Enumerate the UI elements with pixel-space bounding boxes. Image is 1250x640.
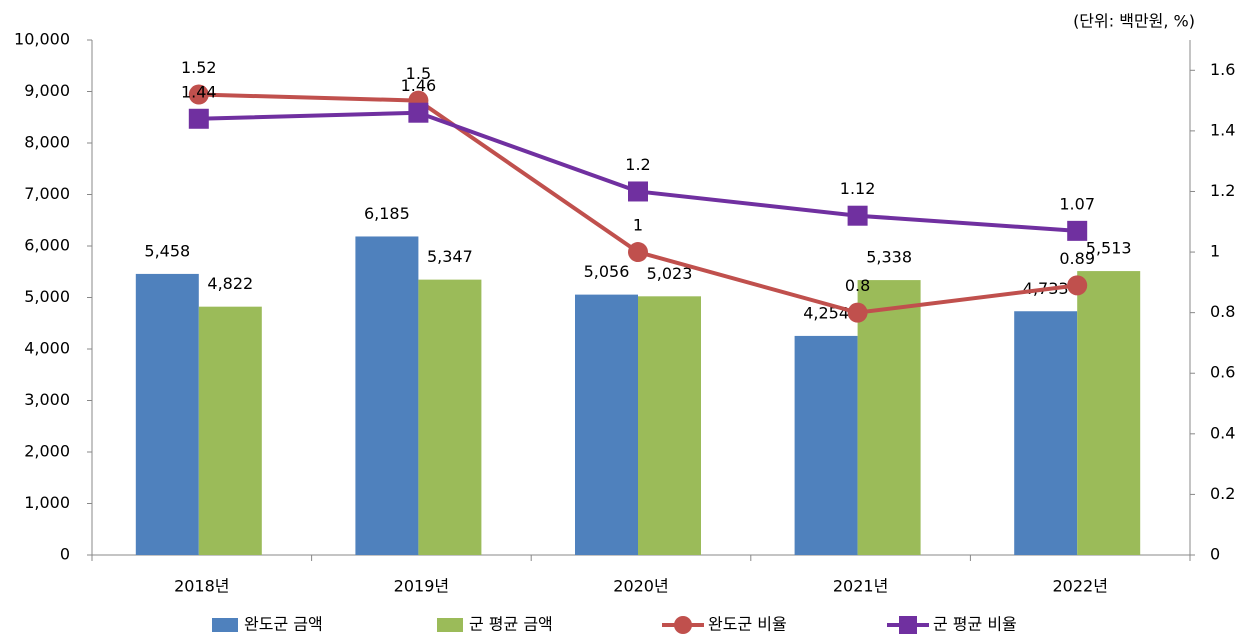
line-value-label: 1.5 xyxy=(406,64,431,83)
marker xyxy=(628,181,648,202)
line-value-label: 1.44 xyxy=(181,82,217,101)
x-tick-label: 2020년 xyxy=(613,577,668,596)
legend-swatch xyxy=(437,618,463,632)
marker xyxy=(188,108,209,129)
bar xyxy=(794,335,858,555)
legend-label: 완도군 비율 xyxy=(708,615,787,634)
legend-label: 완도군 금액 xyxy=(244,615,323,634)
y-tick-label: 5,000 xyxy=(24,287,70,306)
x-tick-label: 2021년 xyxy=(833,577,888,596)
legend-swatch xyxy=(212,618,238,632)
y2-tick-label: 0.2 xyxy=(1210,484,1235,503)
line-value-label: 1.07 xyxy=(1059,194,1095,213)
y-tick-label: 9,000 xyxy=(24,81,70,100)
line-value-label: 1.52 xyxy=(181,58,217,77)
y-tick-label: 3,000 xyxy=(24,390,70,409)
marker xyxy=(1067,275,1088,296)
legend-marker xyxy=(674,616,692,634)
bar-value-label: 5,513 xyxy=(1086,239,1132,258)
legend-label: 군 평균 비율 xyxy=(933,615,1017,634)
bar xyxy=(638,296,701,555)
line xyxy=(198,92,1078,315)
bar xyxy=(418,279,482,555)
y-tick-label: 1,000 xyxy=(24,493,70,512)
legend-marker xyxy=(899,616,917,634)
y2-tick-label: 0.4 xyxy=(1210,423,1235,442)
marker xyxy=(1067,220,1088,241)
line-value-label: 1.46 xyxy=(401,76,437,95)
marker xyxy=(408,102,429,123)
y-tick-label: 4,000 xyxy=(24,339,70,358)
bar-value-label: 5,458 xyxy=(144,241,190,260)
y-tick-label: 0 xyxy=(60,545,70,564)
y-tick-label: 10,000 xyxy=(14,30,70,49)
y2-tick-label: 1 xyxy=(1210,242,1220,261)
bar-value-label: 5,056 xyxy=(584,262,630,281)
line-value-label: 1 xyxy=(633,216,643,235)
line-value-label: 1.12 xyxy=(840,179,876,198)
x-tick-label: 2019년 xyxy=(394,577,449,596)
bar xyxy=(198,306,262,555)
y-tick-label: 6,000 xyxy=(24,236,70,255)
bar xyxy=(135,273,199,555)
y-tick-label: 7,000 xyxy=(24,184,70,203)
line-value-label: 0.89 xyxy=(1059,249,1095,268)
bar-value-label: 5,023 xyxy=(647,264,693,283)
bar xyxy=(1014,311,1078,555)
x-tick-label: 2022년 xyxy=(1052,577,1107,596)
y2-tick-label: 1.4 xyxy=(1210,120,1235,139)
bar-value-label: 4,822 xyxy=(207,274,253,293)
y2-tick-label: 0 xyxy=(1210,545,1220,564)
marker xyxy=(847,205,868,226)
legend-label: 군 평균 금액 xyxy=(469,615,553,634)
bar-value-label: 5,347 xyxy=(427,247,473,266)
y2-tick-label: 1.2 xyxy=(1210,181,1235,200)
y2-tick-label: 0.6 xyxy=(1210,363,1235,382)
y2-tick-label: 1.6 xyxy=(1210,60,1235,79)
marker xyxy=(847,302,868,323)
line-value-label: 1.2 xyxy=(625,155,650,174)
bar xyxy=(857,280,921,555)
unit-note: (단위: 백만원, %) xyxy=(1073,12,1195,31)
bar xyxy=(355,236,419,555)
marker xyxy=(628,242,648,263)
marker xyxy=(188,84,209,105)
line-value-label: 0.8 xyxy=(845,276,870,295)
bar-value-label: 6,185 xyxy=(364,204,410,223)
y-tick-label: 8,000 xyxy=(24,133,70,152)
bar xyxy=(1077,271,1141,555)
y-tick-label: 2,000 xyxy=(24,442,70,461)
x-tick-label: 2018년 xyxy=(174,577,229,596)
bar-value-label: 4,254 xyxy=(803,303,849,322)
y2-tick-label: 0.8 xyxy=(1210,302,1235,321)
bar xyxy=(575,294,638,555)
bar-value-label: 5,338 xyxy=(866,248,912,267)
